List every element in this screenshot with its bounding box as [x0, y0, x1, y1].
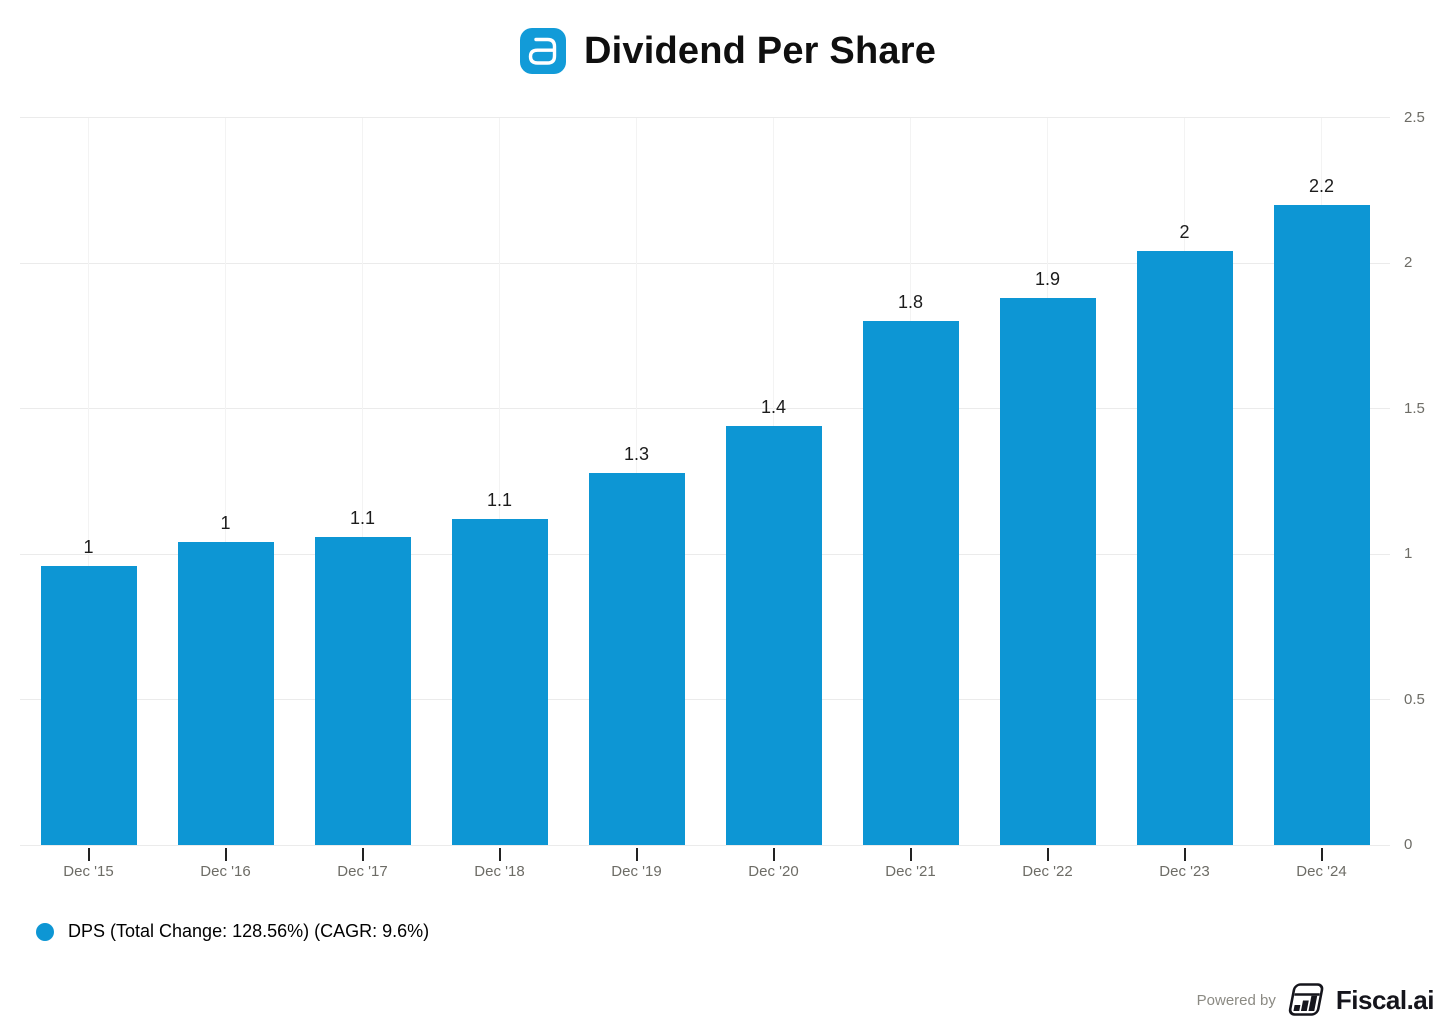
x-axis-tick-label: Dec '18	[474, 863, 525, 880]
fiscal-ai-logo-icon	[1288, 983, 1326, 1017]
legend-item-dps[interactable]: DPS (Total Change: 128.56%) (CAGR: 9.6%)	[36, 921, 429, 942]
chart-header: Dividend Per Share	[0, 28, 1456, 74]
dps-bar[interactable]	[40, 565, 137, 845]
bar-value-label: 1.1	[349, 507, 376, 528]
bar-value-label: 1.3	[623, 443, 650, 464]
y-gridline	[20, 699, 1390, 700]
dps-bar[interactable]	[1136, 251, 1233, 845]
bar-value-label: 1.9	[1034, 268, 1061, 289]
y-axis-tick-label: 1.5	[1404, 399, 1425, 417]
dps-bar[interactable]	[314, 536, 411, 845]
y-axis-tick-label: 0.5	[1404, 690, 1425, 708]
x-axis-tick	[1046, 848, 1049, 861]
y-gridline	[20, 408, 1390, 409]
x-axis-tick	[635, 848, 638, 861]
dps-bar[interactable]	[588, 472, 685, 845]
y-gridline	[20, 844, 1390, 846]
dps-bar[interactable]	[725, 425, 822, 845]
x-axis-tick	[498, 848, 501, 861]
x-axis-tick	[772, 848, 775, 861]
dps-bar[interactable]	[862, 321, 959, 845]
x-axis-tick	[909, 848, 912, 861]
x-axis-tick-label: Dec '22	[1022, 863, 1073, 880]
bar-value-label: 2	[1179, 222, 1190, 243]
x-axis-tick-label: Dec '21	[885, 863, 936, 880]
x-axis-tick-label: Dec '24	[1296, 863, 1347, 880]
x-axis-tick	[1320, 848, 1323, 861]
bar-value-label: 1.4	[760, 396, 787, 417]
powered-by-label: Powered by	[1196, 991, 1276, 1009]
x-gridline	[88, 117, 89, 845]
x-gridline	[362, 117, 363, 845]
bar-value-label: 1.8	[897, 292, 924, 313]
powered-by-footer[interactable]: Powered by Fiscal.ai	[1196, 983, 1435, 1017]
y-axis-tick-label: 0	[1404, 836, 1413, 853]
y-gridline	[20, 117, 1390, 118]
dps-bar[interactable]	[999, 297, 1096, 845]
bar-value-label: 1.1	[486, 490, 513, 511]
bar-value-label: 1	[83, 536, 94, 557]
x-gridline	[499, 117, 500, 845]
x-axis-tick-label: Dec '19	[611, 863, 662, 880]
y-gridline	[20, 553, 1390, 555]
y-axis-tick-label: 2	[1404, 254, 1413, 271]
x-axis-tick-label: Dec '20	[748, 863, 799, 880]
x-gridline	[225, 117, 226, 845]
legend-label: DPS (Total Change: 128.56%) (CAGR: 9.6%)	[68, 921, 430, 941]
x-axis-tick-label: Dec '16	[200, 863, 251, 880]
x-axis-tick-label: Dec '15	[63, 863, 114, 880]
abbott-a-icon	[519, 28, 566, 74]
fiscal-ai-brand-name: Fiscal.ai	[1335, 984, 1435, 1015]
legend-marker-circle-icon	[36, 922, 54, 941]
bar-value-label: 1	[220, 513, 231, 534]
x-axis-tick	[224, 848, 227, 861]
bar-value-label: 2.2	[1308, 175, 1335, 196]
dps-bar[interactable]	[1273, 204, 1370, 845]
chart-title: Dividend Per Share	[583, 29, 937, 72]
dps-bar[interactable]	[451, 519, 548, 845]
y-axis-tick-label: 2.5	[1404, 108, 1425, 126]
dps-bar[interactable]	[177, 542, 274, 845]
x-axis-tick	[361, 848, 364, 861]
y-gridline	[20, 262, 1390, 264]
x-axis-tick	[87, 848, 90, 861]
x-axis-tick	[1183, 848, 1186, 861]
y-axis-tick-label: 1	[1404, 545, 1413, 562]
x-axis-tick-label: Dec '23	[1159, 863, 1210, 880]
x-axis-tick-label: Dec '17	[337, 863, 388, 880]
